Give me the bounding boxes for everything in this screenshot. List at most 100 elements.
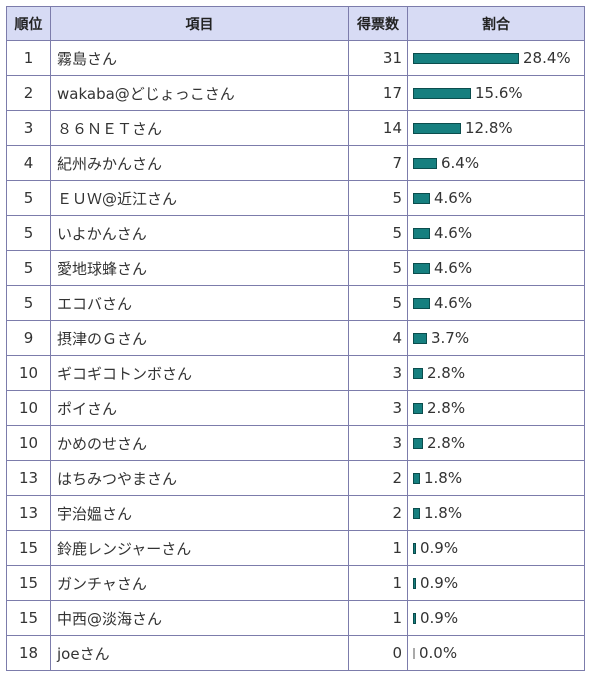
rank-cell: 13 [6, 460, 51, 496]
votes-cell: 1 [348, 565, 408, 601]
rank-cell: 4 [6, 145, 51, 181]
ratio-cell: 0.9% [407, 565, 585, 601]
ratio-label: 6.4% [441, 154, 480, 172]
header-ratio: 割合 [407, 6, 585, 41]
rank-cell: 15 [6, 565, 51, 601]
header-item: 項目 [50, 6, 349, 41]
ratio-bar [413, 437, 423, 449]
ratio-cell: 4.6% [407, 180, 585, 216]
item-name-cell: 鈴鹿レンジャーさん [50, 530, 349, 566]
rank-cell: 10 [6, 355, 51, 391]
ratio-bar [413, 332, 427, 344]
votes-cell: 4 [348, 320, 408, 356]
votes-cell: 14 [348, 110, 408, 146]
rank-cell: 10 [6, 390, 51, 426]
ratio-cell: 0.9% [407, 600, 585, 636]
votes-cell: 3 [348, 425, 408, 461]
ratio-bar [413, 612, 416, 624]
ratio-label: 0.9% [420, 574, 459, 592]
votes-cell: 2 [348, 495, 408, 531]
ratio-cell: 0.9% [407, 530, 585, 566]
table-row: 10 かめのせさん 3 2.8% [6, 425, 585, 461]
rank-cell: 2 [6, 75, 51, 111]
rank-cell: 9 [6, 320, 51, 356]
ratio-cell: 4.6% [407, 215, 585, 251]
item-name-cell: wakaba@どじょっこさん [50, 75, 349, 111]
ratio-label: 12.8% [465, 119, 513, 137]
rank-cell: 13 [6, 495, 51, 531]
ratio-cell: 2.8% [407, 425, 585, 461]
table-row: 13 はちみつやまさん 2 1.8% [6, 460, 585, 496]
item-name-cell: 紀州みかんさん [50, 145, 349, 181]
ratio-bar [413, 157, 437, 169]
ratio-cell: 6.4% [407, 145, 585, 181]
table-row: 10 ギコギコトンボさん 3 2.8% [6, 355, 585, 391]
ratio-bar [413, 507, 420, 519]
item-name-cell: ＥＵＷ@近江さん [50, 180, 349, 216]
ratio-label: 15.6% [475, 84, 523, 102]
ratio-cell: 1.8% [407, 495, 585, 531]
ratio-label: 0.0% [419, 644, 458, 662]
item-name-cell: 中西@淡海さん [50, 600, 349, 636]
ratio-bar [413, 87, 471, 99]
table-row: 1 霧島さん 31 28.4% [6, 40, 585, 76]
item-name-cell: いよかんさん [50, 215, 349, 251]
table-body: 1 霧島さん 31 28.4% 2 wakaba@どじょっこさん 17 15.6% 3 ８６ＮＥＴ… [6, 40, 585, 671]
ratio-cell: 2.8% [407, 355, 585, 391]
table-row: 15 ガンチャさん 1 0.9% [6, 565, 585, 601]
rank-cell: 1 [6, 40, 51, 76]
ratio-label: 0.9% [420, 609, 459, 627]
votes-cell: 2 [348, 460, 408, 496]
header-rank: 順位 [6, 6, 51, 41]
item-name-cell: 摂津のＧさん [50, 320, 349, 356]
ratio-bar [413, 542, 416, 554]
item-name-cell: 愛地球蜂さん [50, 250, 349, 286]
ratio-cell: 12.8% [407, 110, 585, 146]
item-name-cell: かめのせさん [50, 425, 349, 461]
rank-cell: 3 [6, 110, 51, 146]
rank-cell: 5 [6, 215, 51, 251]
votes-cell: 3 [348, 390, 408, 426]
votes-cell: 5 [348, 285, 408, 321]
item-name-cell: ポイさん [50, 390, 349, 426]
vote-results-panel: 順位 項目 得票数 割合 1 霧島さん 31 28.4% 2 wakaba@どじょっこさん… [6, 6, 585, 671]
rank-cell: 5 [6, 250, 51, 286]
ratio-label: 2.8% [427, 399, 466, 417]
table-row: 3 ８６ＮＥＴさん 14 12.8% [6, 110, 585, 146]
ratio-bar [413, 122, 461, 134]
ratio-bar [413, 647, 415, 659]
table-row: 5 エコバさん 5 4.6% [6, 285, 585, 321]
ratio-bar [413, 227, 430, 239]
ratio-cell: 0.0% [407, 635, 585, 671]
table-row: 2 wakaba@どじょっこさん 17 15.6% [6, 75, 585, 111]
ratio-cell: 4.6% [407, 285, 585, 321]
rank-cell: 15 [6, 600, 51, 636]
table-row: 15 中西@淡海さん 1 0.9% [6, 600, 585, 636]
ratio-bar [413, 297, 430, 309]
ratio-label: 1.8% [424, 504, 463, 522]
votes-cell: 0 [348, 635, 408, 671]
rank-cell: 5 [6, 180, 51, 216]
ratio-label: 2.8% [427, 364, 466, 382]
table-row: 18 joeさん 0 0.0% [6, 635, 585, 671]
votes-cell: 3 [348, 355, 408, 391]
item-name-cell: 霧島さん [50, 40, 349, 76]
item-name-cell: ８６ＮＥＴさん [50, 110, 349, 146]
rank-cell: 10 [6, 425, 51, 461]
ratio-cell: 28.4% [407, 40, 585, 76]
table-row: 9 摂津のＧさん 4 3.7% [6, 320, 585, 356]
rank-cell: 18 [6, 635, 51, 671]
item-name-cell: ギコギコトンボさん [50, 355, 349, 391]
ratio-label: 0.9% [420, 539, 459, 557]
table-row: 5 愛地球蜂さん 5 4.6% [6, 250, 585, 286]
ratio-cell: 4.6% [407, 250, 585, 286]
item-name-cell: はちみつやまさん [50, 460, 349, 496]
ratio-cell: 15.6% [407, 75, 585, 111]
ratio-bar [413, 577, 416, 589]
ratio-label: 2.8% [427, 434, 466, 452]
ratio-cell: 2.8% [407, 390, 585, 426]
votes-cell: 31 [348, 40, 408, 76]
table-header-row: 順位 項目 得票数 割合 [6, 6, 585, 41]
table-row: 5 ＥＵＷ@近江さん 5 4.6% [6, 180, 585, 216]
rank-cell: 5 [6, 285, 51, 321]
